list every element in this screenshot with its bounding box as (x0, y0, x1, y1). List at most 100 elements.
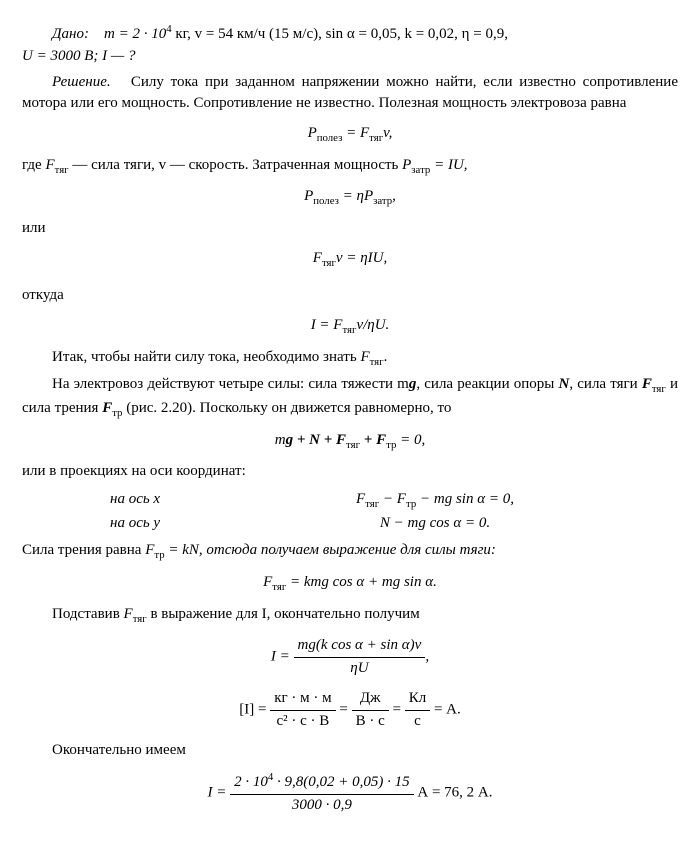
p3: Итак, чтобы найти силу тока, необходимо … (22, 347, 678, 371)
p4-a: На электровоз действуют четыре силы: сил… (52, 376, 409, 392)
p3-a: Итак, чтобы найти силу тока, необходимо … (52, 349, 360, 365)
p4-c: , сила реакции опоры (416, 376, 558, 392)
eq1-a: P (308, 125, 317, 141)
axis-x-label: на ось x (110, 489, 280, 513)
eq3-s: тяг (322, 257, 336, 269)
p4: На электровоз действуют четыре силы: сил… (22, 374, 678, 421)
p4-i: (рис. 2.20). Поскольку он движется равно… (122, 400, 451, 416)
eq7-den: ηU (294, 658, 426, 680)
p2-a: где (22, 157, 45, 173)
axis-y-eq: N − mg cos α = 0. (280, 513, 590, 535)
eq4-a: I = F (311, 317, 343, 333)
eq6-s: тяг (272, 581, 286, 593)
p6-c: = kN, отсюда получаем выражение для силы… (165, 542, 496, 558)
given-text-1b: кг, v = 54 км/ч (15 м/с), sin α = 0,05, … (172, 26, 508, 42)
axx-a: F (356, 491, 365, 507)
p2-d-sub: затр (411, 164, 430, 176)
p6-b: F (145, 542, 154, 558)
eq8-n3: Кл (405, 688, 431, 711)
eq5-b: g + N + F (286, 432, 346, 448)
eq2-s1: полез (313, 195, 339, 207)
axy-lab: на ось y (110, 515, 160, 531)
solution-p1: Решение. Силу тока при заданном напряжен… (22, 72, 678, 116)
eq8-eq2: = (393, 702, 405, 718)
eq-7: I = mg(k cos α + sin α)v ηU , (22, 635, 678, 680)
eq6-b: = kmg cos α + mg sin α. (286, 574, 437, 590)
p8: Окончательно имеем (22, 740, 678, 762)
eq9-den: 3000 · 0,9 (230, 795, 414, 817)
eq1-b: = F (342, 125, 369, 141)
p5: или в проекциях на оси координат: (22, 461, 678, 483)
axx-c: − mg sin α = 0, (416, 491, 514, 507)
eq-5: mg + N + Fтяг + Fтр = 0, (22, 430, 678, 454)
eq-4: I = Fтягv/ηU. (22, 315, 678, 339)
eq8-end: = А. (434, 702, 461, 718)
axx-s1: тяг (365, 498, 379, 510)
eq2-c: , (392, 188, 396, 204)
eq1-c: v, (383, 125, 392, 141)
axx-lab: на ось x (110, 491, 160, 507)
p6-a: Сила трения равна (22, 542, 145, 558)
eq8-d3: с (405, 711, 431, 733)
axx-s2: тр (406, 498, 416, 510)
eq1-sub1: полез (317, 132, 343, 144)
p3-b: F (360, 349, 369, 365)
eq9-lhs: I = (207, 785, 230, 801)
eq8-n2: Дж (352, 688, 389, 711)
p3-c: . (384, 349, 388, 365)
eq5-a: m (275, 432, 286, 448)
eq8-d2: В · с (352, 711, 389, 733)
eq5-s2: тр (386, 439, 396, 451)
p7-b-sub: тяг (133, 613, 147, 625)
p1-text: Силу тока при заданном напряжении можно … (22, 74, 678, 112)
p7-c: в выражение для I, окончательно получим (147, 606, 420, 622)
eq-9: I = 2 · 104 · 9,8(0,02 + 0,05) · 15 3000… (22, 770, 678, 817)
given-block: Дано: m = 2 · 104 кг, v = 54 км/ч (15 м/… (22, 22, 678, 68)
eq9-na: 2 · 10 (234, 774, 268, 790)
p4-h: F (102, 400, 112, 416)
eq8-lhs: [I] = (239, 702, 270, 718)
axes-block: на ось x Fтяг − Fтр − mg sin α = 0, на о… (110, 489, 590, 534)
p4-h-sub: тр (112, 407, 122, 419)
eq5-d: = 0, (396, 432, 425, 448)
eq9-num: 2 · 104 · 9,8(0,02 + 0,05) · 15 (230, 770, 414, 795)
eq3-a: F (313, 250, 322, 266)
ili-1: или (22, 218, 678, 240)
axy-a: N − mg cos α = 0. (380, 515, 490, 531)
eq9-frac: 2 · 104 · 9,8(0,02 + 0,05) · 15 3000 · 0… (230, 770, 414, 817)
eq8-f2: Дж В · с (352, 688, 389, 733)
eq7-lhs: I = (271, 649, 294, 665)
eq2-a: P (304, 188, 313, 204)
p7-b: F (124, 606, 133, 622)
eq8-f3: Кл с (405, 688, 431, 733)
given-label: Дано: (52, 26, 89, 42)
axis-x-eq: Fтяг − Fтр − mg sin α = 0, (280, 489, 590, 513)
p6: Сила трения равна Fтр = kN, отсюда получ… (22, 540, 678, 564)
p2-e: = IU, (430, 157, 467, 173)
eq8-n1: кг · м · м (270, 688, 335, 711)
eq4-s: тяг (342, 324, 356, 336)
eq9-nb: · 9,8(0,02 + 0,05) · 15 (273, 774, 409, 790)
p2-b: F (45, 157, 54, 173)
p7: Подставив Fтяг в выражение для I, оконча… (22, 604, 678, 628)
eq7-num: mg(k cos α + sin α)v (294, 635, 426, 658)
axx-b: − F (379, 491, 406, 507)
p4-d: N (559, 376, 570, 392)
eq9-end: А = 76, 2 А. (417, 785, 492, 801)
given-text-1a: m = 2 · 10 (104, 26, 166, 42)
eq6-a: F (263, 574, 272, 590)
eq-1: Pполез = Fтягv, (22, 123, 678, 147)
given-text-2: U = 3000 В; I — ? (22, 48, 135, 64)
eq4-b: v/ηU. (356, 317, 389, 333)
eq1-sub2: тяг (369, 132, 383, 144)
p2-b-sub: тяг (55, 164, 69, 176)
p3-b-sub: тяг (370, 356, 384, 368)
eq8-f1: кг · м · м с² · с · В (270, 688, 335, 733)
eq2-s2: затр (373, 195, 392, 207)
eq2-b: = ηP (339, 188, 373, 204)
eq3-b: v = ηIU, (336, 250, 387, 266)
eq-3: Fтягv = ηIU, (22, 248, 678, 272)
eq7-frac: mg(k cos α + sin α)v ηU (294, 635, 426, 680)
p4-f: F (642, 376, 652, 392)
eq8-eq1: = (339, 702, 351, 718)
